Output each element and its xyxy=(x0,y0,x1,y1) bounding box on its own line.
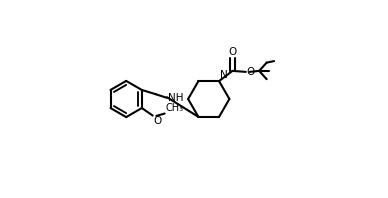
Text: O: O xyxy=(153,116,161,126)
Text: N: N xyxy=(220,70,228,80)
Text: O: O xyxy=(228,47,237,57)
Text: CH₃: CH₃ xyxy=(165,103,183,113)
Text: NH: NH xyxy=(168,93,183,103)
Text: O: O xyxy=(246,67,255,77)
